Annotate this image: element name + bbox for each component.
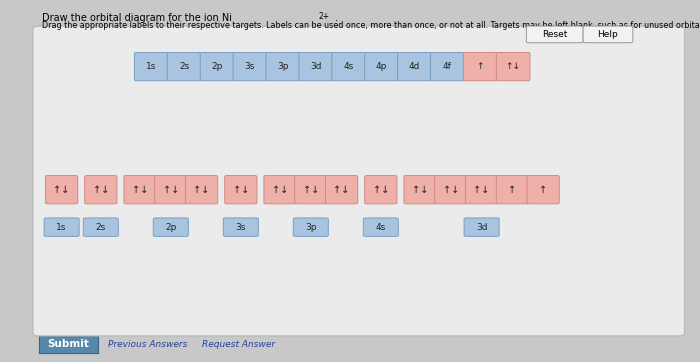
Text: ↑↓: ↑↓ (232, 185, 249, 195)
Text: Help: Help (598, 30, 618, 39)
Text: 2p: 2p (211, 62, 223, 71)
Text: ↑↓: ↑↓ (272, 185, 288, 195)
Text: ↑↓: ↑↓ (412, 185, 428, 195)
Text: ↑↓: ↑↓ (132, 185, 148, 195)
Text: ↑↓: ↑↓ (473, 185, 490, 195)
Text: ↑↓: ↑↓ (442, 185, 459, 195)
Text: ↑: ↑ (539, 185, 547, 195)
Text: ↑↓: ↑↓ (372, 185, 389, 195)
Text: Reset: Reset (542, 30, 568, 39)
Text: ↑↓: ↑↓ (193, 185, 210, 195)
Text: 4f: 4f (443, 62, 452, 71)
Text: 3p: 3p (305, 223, 316, 232)
Text: ↑↓: ↑↓ (302, 185, 319, 195)
Text: 4s: 4s (376, 223, 386, 232)
Text: Submit: Submit (48, 339, 89, 349)
Text: Drag the appropriate labels to their respective targets. Labels can be used once: Drag the appropriate labels to their res… (42, 21, 700, 30)
Text: 4p: 4p (376, 62, 387, 71)
Text: Request Answer: Request Answer (202, 340, 274, 349)
Text: 3s: 3s (236, 223, 246, 232)
Text: ↑: ↑ (508, 185, 517, 195)
Text: 1s: 1s (146, 62, 156, 71)
Text: 4d: 4d (409, 62, 420, 71)
Text: 2+: 2+ (318, 12, 330, 21)
Text: 2p: 2p (165, 223, 176, 232)
Text: ↑↓: ↑↓ (162, 185, 179, 195)
Text: ↑↓: ↑↓ (505, 62, 521, 71)
Text: ↑: ↑ (477, 62, 484, 71)
Text: Draw the orbital diagram for the ion Ni: Draw the orbital diagram for the ion Ni (42, 13, 232, 23)
Text: 3s: 3s (245, 62, 255, 71)
Text: ↑↓: ↑↓ (333, 185, 350, 195)
Text: 3p: 3p (277, 62, 288, 71)
Text: 2s: 2s (179, 62, 189, 71)
Text: .: . (335, 13, 337, 23)
Text: 2s: 2s (96, 223, 106, 232)
Text: ↑↓: ↑↓ (53, 185, 70, 195)
Text: ↑↓: ↑↓ (92, 185, 109, 195)
Text: Previous Answers: Previous Answers (108, 340, 188, 349)
Text: 3d: 3d (476, 223, 487, 232)
Text: 3d: 3d (310, 62, 321, 71)
Text: 1s: 1s (57, 223, 66, 232)
Text: 4s: 4s (344, 62, 354, 71)
